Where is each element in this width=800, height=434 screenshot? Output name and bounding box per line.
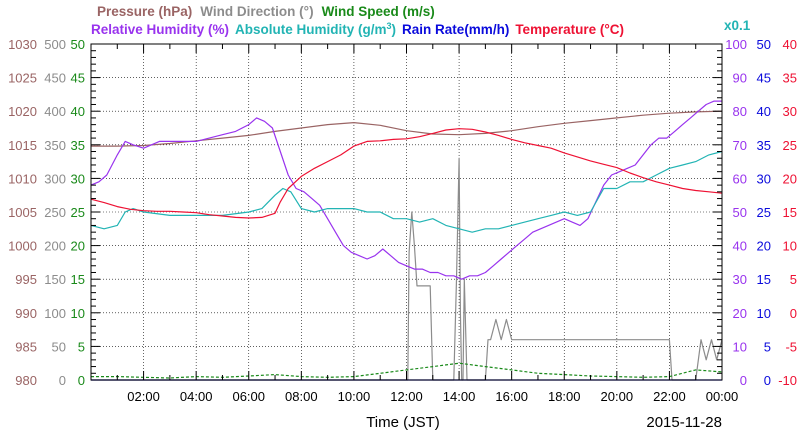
y-tick-label-wind-speed-m-s: 15: [71, 272, 85, 287]
y-tick-label-wind-direction: 500: [44, 37, 66, 52]
y-tick-label-rain-rate-mm-h: 35: [757, 138, 771, 153]
x-tick-label: 16:00: [495, 389, 528, 404]
legend-row-1: Pressure (hPa) Wind Direction (°) Wind Spe…: [97, 4, 435, 19]
y-tick-label-wind-direction: 0: [59, 373, 66, 388]
y-tick-label-wind-speed-m-s: 45: [71, 71, 85, 86]
y-tick-label-rain-rate-mm-h: 20: [757, 239, 771, 254]
y-tick-label-temperature-c: 5: [790, 272, 797, 287]
y-tick-label-temperature-c: 20: [783, 171, 797, 186]
y-tick-label-relative-humidity: 90: [733, 71, 747, 86]
y-tick-label-pressure-hpa: 1020: [8, 104, 37, 119]
series-line-temperature-c: [90, 128, 723, 219]
y-tick-label-relative-humidity: 0: [740, 373, 747, 388]
legend-row-2: Relative Humidity (%) Absolute Humidity (…: [91, 18, 751, 37]
y-tick-label-wind-speed-m-s: 5: [78, 339, 85, 354]
y-tick-label-temperature-c: 35: [783, 71, 797, 86]
y-tick-label-pressure-hpa: 985: [15, 339, 37, 354]
x-tick-label: 12:00: [390, 389, 423, 404]
y-tick-label-wind-speed-m-s: 50: [71, 37, 85, 52]
y-tick-label-relative-humidity: 40: [733, 239, 747, 254]
y-tick-label-rain-rate-mm-h: 45: [757, 71, 771, 86]
y-tick-label-pressure-hpa: 1025: [8, 71, 37, 86]
y-tick-label-wind-speed-m-s: 20: [71, 239, 85, 254]
y-tick-label-relative-humidity: 20: [733, 306, 747, 321]
y-tick-label-rain-rate-mm-h: 10: [757, 306, 771, 321]
x-axis: 02:00 04:00 06:00 08:00 10:00 12:00 14:00 16:00…: [90, 44, 739, 404]
y-tick-label-pressure-hpa: 1005: [8, 205, 37, 220]
date-label: 2015-11-28: [646, 414, 722, 431]
y-tick-label-temperature-c: 10: [783, 239, 797, 254]
legend-relative-humidity: Relative Humidity (%): [91, 22, 229, 37]
y-tick-label-wind-direction: 300: [44, 171, 66, 186]
y-tick-label-wind-speed-m-s: 35: [71, 138, 85, 153]
y-tick-label-wind-direction: 100: [44, 306, 66, 321]
y-tick-label-pressure-hpa: 1000: [8, 239, 37, 254]
y-tick-label-rain-rate-mm-h: 50: [757, 37, 771, 52]
x-tick-label: 14:00: [443, 389, 476, 404]
x-tick-label: 10:00: [338, 389, 371, 404]
x-tick-label: 22:00: [653, 389, 686, 404]
legend-superscript: 3: [387, 21, 392, 31]
y-tick-label-rain-rate-mm-h: 5: [764, 339, 771, 354]
y-tick-label-rain-rate-mm-h: 15: [757, 272, 771, 287]
y-tick-label-pressure-hpa: 1010: [8, 171, 37, 186]
y-tick-label-pressure-hpa: 980: [15, 373, 37, 388]
y-tick-label-wind-speed-m-s: 10: [71, 306, 85, 321]
legend-close-paren: ): [392, 22, 397, 37]
y-tick-label-relative-humidity: 100: [725, 37, 747, 52]
y-tick-label-temperature-c: 30: [783, 104, 797, 119]
y-tick-label-wind-direction: 250: [44, 205, 66, 220]
legend-wind-speed-m-s: Wind Speed (m/s): [322, 4, 435, 19]
x-tick-label: 02:00: [127, 389, 160, 404]
y-tick-label-rain-rate-mm-h: 30: [757, 171, 771, 186]
y-tick-label-pressure-hpa: 1015: [8, 138, 37, 153]
y-tick-label-wind-speed-m-s: 40: [71, 104, 85, 119]
y-tick-label-wind-direction: 450: [44, 71, 66, 86]
y-tick-label-pressure-hpa: 990: [15, 306, 37, 321]
legend-pressure-hpa: Pressure (hPa): [97, 4, 192, 19]
y-tick-label-wind-direction: 400: [44, 104, 66, 119]
y-tick-label-temperature-c: 0: [790, 306, 797, 321]
legend-rain-rate-mm-h: Rain Rate(mm/h): [402, 22, 509, 37]
x-tick-label: 18:00: [548, 389, 581, 404]
y-tick-label-temperature-c: -10: [778, 373, 797, 388]
y-tick-label-relative-humidity: 10: [733, 339, 747, 354]
x-tick-label: 06:00: [232, 389, 265, 404]
x-axis-title: Time (JST): [366, 414, 440, 431]
legend-absolute-humidity-g-m: Absolute Humidity (g/m3): [235, 21, 396, 37]
left-axes: 9809859909951000100510101015102010251030…: [8, 37, 100, 388]
right-axes: 0102030405060708090100051015202530354045…: [713, 37, 797, 388]
y-tick-label-relative-humidity: 60: [733, 171, 747, 186]
y-tick-label-wind-direction: 200: [44, 239, 66, 254]
y-tick-label-wind-direction: 50: [52, 339, 66, 354]
y-tick-label-rain-rate-mm-h: 25: [757, 205, 771, 220]
y-tick-label-pressure-hpa: 995: [15, 272, 37, 287]
y-tick-label-rain-rate-mm-h: 0: [764, 373, 771, 388]
y-tick-label-wind-direction: 350: [44, 138, 66, 153]
y-tick-label-wind-speed-m-s: 25: [71, 205, 85, 220]
y-tick-label-relative-humidity: 30: [733, 272, 747, 287]
y-tick-label-temperature-c: 15: [783, 205, 797, 220]
y-tick-label-temperature-c: -5: [785, 339, 797, 354]
legend-wind-direction: Wind Direction (°): [200, 4, 313, 19]
series-line-relative-humidity: [90, 100, 722, 280]
y-tick-label-rain-rate-mm-h: 40: [757, 104, 771, 119]
y-tick-label-temperature-c: 25: [783, 138, 797, 153]
y-tick-label-wind-speed-m-s: 0: [78, 373, 85, 388]
x-tick-label: 00:00: [706, 389, 739, 404]
y-tick-label-wind-direction: 150: [44, 272, 66, 287]
y-tick-label-wind-speed-m-s: 30: [71, 171, 85, 186]
x-tick-label: 04:00: [180, 389, 213, 404]
y-tick-label-relative-humidity: 50: [733, 205, 747, 220]
legend-abs-humidity-scale: x0.1: [724, 18, 751, 33]
legend-temperature-c: Temperature (°C): [515, 22, 624, 37]
y-tick-label-temperature-c: 40: [783, 37, 797, 52]
y-tick-label-pressure-hpa: 1030: [8, 37, 37, 52]
y-tick-label-relative-humidity: 70: [733, 138, 747, 153]
x-tick-label: 20:00: [601, 389, 634, 404]
x-tick-label: 08:00: [285, 389, 318, 404]
y-tick-label-relative-humidity: 80: [733, 104, 747, 119]
